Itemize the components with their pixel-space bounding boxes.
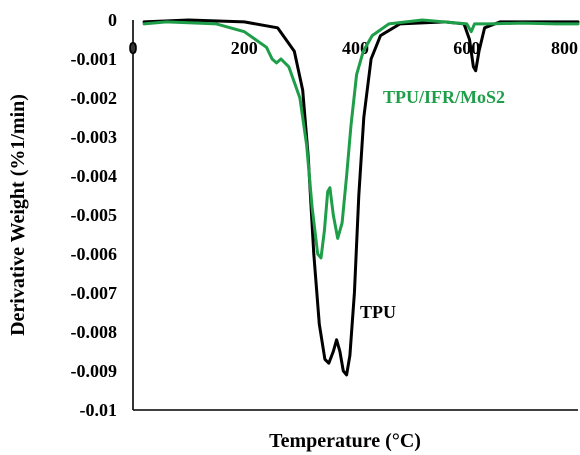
y-tick-labels: 0 -0.001 -0.002 -0.003 -0.004 -0.005 -0.006 -0.… [71, 10, 118, 420]
series-line-tpu [142, 18, 580, 377]
x-tick-label: 800 [551, 38, 578, 58]
series-label-tpu: TPU [360, 302, 396, 322]
x-axis-title: Temperature (°C) [269, 430, 421, 452]
series-line-tpu-ifr-mos2 [142, 18, 580, 260]
y-tick-label: -0.001 [71, 49, 118, 69]
y-tick-label: -0.009 [71, 361, 118, 381]
y-tick-label: -0.006 [71, 244, 118, 264]
y-tick-label: -0.007 [71, 283, 118, 303]
series-lines [142, 18, 580, 377]
y-tick-label: -0.004 [71, 166, 118, 186]
y-tick-label: -0.01 [80, 400, 118, 420]
plot-area [132, 20, 578, 411]
x-tick-label: 0 [129, 38, 138, 58]
x-tick-label: 200 [231, 38, 258, 58]
y-axis-title: Derivative Weight (%1/min) [7, 94, 29, 336]
y-tick-label: -0.005 [71, 205, 118, 225]
series-label-tpu-ifr-mos2: TPU/IFR/MoS2 [383, 87, 505, 107]
y-tick-label: -0.002 [71, 88, 118, 108]
y-tick-label: -0.008 [71, 322, 118, 342]
y-tick-label: 0 [108, 10, 117, 30]
x-tick-labels: 0 200 400 600 800 [129, 38, 579, 58]
x-tick-label: 600 [453, 38, 480, 58]
y-tick-label: -0.003 [71, 127, 118, 147]
